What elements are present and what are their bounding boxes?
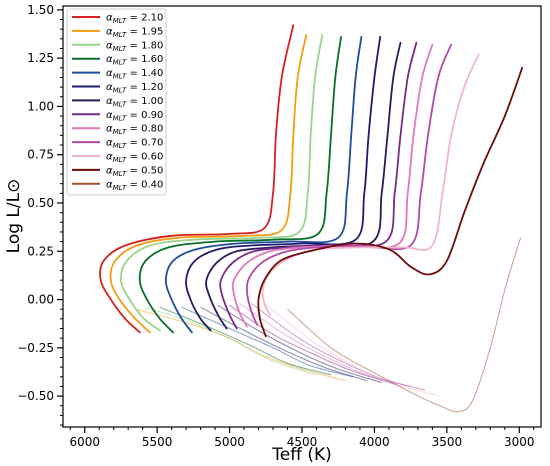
legend-label: αMLT = 1.95 <box>106 26 163 39</box>
legend-label: αMLT = 0.90 <box>106 110 163 123</box>
series-faint-line-9 <box>250 302 426 391</box>
x-tick-label: 6000 <box>69 435 100 449</box>
series-line-0 <box>99 24 295 334</box>
series-line-2 <box>119 34 324 332</box>
legend-label: αMLT = 2.10 <box>106 13 163 26</box>
legend-label: αMLT = 1.00 <box>106 96 163 109</box>
legend-label: αMLT = 1.60 <box>106 54 163 66</box>
legend-label: αMLT = 1.40 <box>106 68 163 81</box>
faint-tracks-layer <box>135 237 522 413</box>
x-tick-label: 3500 <box>432 435 463 449</box>
x-tick-label: 4000 <box>359 435 390 449</box>
series-line-8 <box>231 43 434 328</box>
x-axis: 6000 5500 5000 4500 4000 3500 3000 <box>69 427 535 449</box>
y-tick-label: −0.25 <box>17 341 54 355</box>
series-line-3 <box>138 36 342 334</box>
series-faint-line-6 <box>217 304 382 384</box>
y-tick-label: 0.75 <box>27 148 54 162</box>
legend-label: αMLT = 0.70 <box>106 138 163 151</box>
x-tick-label: 5000 <box>214 435 245 449</box>
y-axis-title: Log L/L⊙ <box>4 179 24 254</box>
series-line-4 <box>164 36 363 334</box>
y-tick-label: −0.50 <box>17 389 54 403</box>
series-line-11 <box>257 66 524 338</box>
series-faint-line-5 <box>200 306 368 382</box>
x-axis-title: Teff (K) <box>271 445 331 465</box>
x-tick-label: 4500 <box>287 435 318 449</box>
series-faint-line-7 <box>229 304 397 386</box>
legend-label: αMLT = 1.80 <box>106 40 163 53</box>
x-tick-label: 5500 <box>142 435 173 449</box>
y-axis: −0.50 −0.25 0.00 0.25 0.50 0.75 1.00 1.25 1.50 <box>17 3 63 426</box>
legend-label: αMLT = 0.60 <box>106 152 163 165</box>
y-tick-label: 0.00 <box>27 293 54 307</box>
y-tick-label: 0.50 <box>27 196 54 210</box>
y-tick-label: 1.00 <box>27 99 54 113</box>
series-line-5 <box>185 36 382 332</box>
bright-tracks-layer <box>99 24 524 338</box>
series-line-1 <box>109 34 308 334</box>
series-faint-line-4 <box>181 306 353 378</box>
series-faint-line-12 <box>287 237 522 413</box>
legend-label: αMLT = 0.80 <box>106 124 163 137</box>
series-line-9 <box>246 43 453 326</box>
series-faint-line-3 <box>159 306 332 376</box>
x-tick-label: 3000 <box>504 435 535 449</box>
series-faint-line-10 <box>263 302 440 397</box>
legend-label: αMLT = 0.40 <box>106 179 163 192</box>
series-line-7 <box>219 41 418 330</box>
legend-label: αMLT = 1.20 <box>106 82 163 95</box>
y-tick-label: 1.25 <box>27 51 54 65</box>
series-line-6 <box>205 41 402 330</box>
y-tick-label: 1.50 <box>27 3 54 17</box>
legend-box <box>66 8 167 196</box>
legend-label: αMLT = 0.50 <box>106 165 163 178</box>
y-tick-label: 0.25 <box>27 244 54 258</box>
series-line-10 <box>261 53 480 316</box>
series-faint-line-2 <box>145 306 317 376</box>
